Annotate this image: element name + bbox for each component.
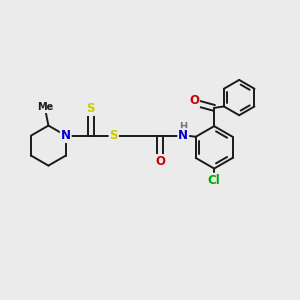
Text: O: O <box>189 94 199 107</box>
Text: S: S <box>110 129 118 142</box>
Text: Cl: Cl <box>208 174 220 187</box>
Text: O: O <box>155 155 165 168</box>
Text: S: S <box>86 102 95 115</box>
Text: Me: Me <box>37 102 53 112</box>
Text: N: N <box>178 129 188 142</box>
Text: N: N <box>61 129 71 142</box>
Text: H: H <box>179 122 187 132</box>
